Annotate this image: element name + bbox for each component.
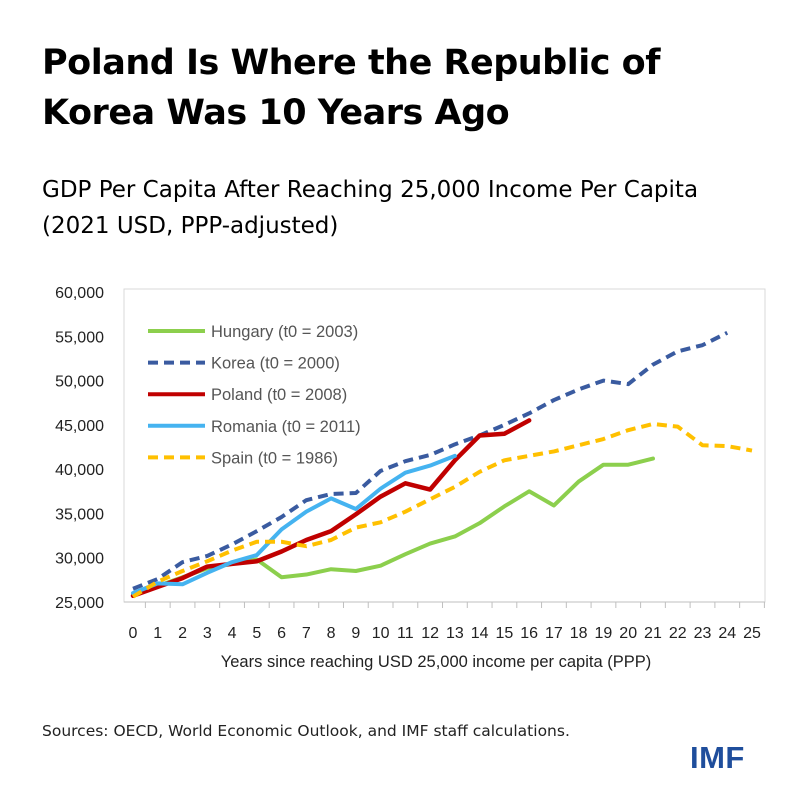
series-line-korea <box>132 330 729 591</box>
chart-subtitle: GDP Per Capita After Reaching 25,000 Inc… <box>42 172 698 244</box>
x-tick-label: 19 <box>595 625 613 642</box>
x-tick-label: 6 <box>277 625 286 642</box>
legend-label: Poland (t0 = 2008) <box>211 386 347 404</box>
title-line: Korea Was 10 Years Ago <box>42 93 510 133</box>
x-tick-label: 21 <box>644 625 662 642</box>
x-tick-label: 22 <box>669 625 687 642</box>
y-tick-label: 40,000 <box>55 462 104 479</box>
x-tick-label: 25 <box>743 625 761 642</box>
legend-label: Romania (t0 = 2011) <box>211 418 361 436</box>
y-tick-label: 45,000 <box>55 418 104 435</box>
series-line-romania <box>131 453 457 596</box>
y-tick-label: 50,000 <box>55 374 104 391</box>
x-tick-label: 5 <box>252 625 261 642</box>
y-tick-label: 25,000 <box>55 595 104 612</box>
x-tick-label: 2 <box>178 625 187 642</box>
series-line-spain <box>131 421 753 599</box>
x-tick-label: 17 <box>545 625 563 642</box>
legend-label: Korea (t0 = 2000) <box>211 355 340 373</box>
x-tick-label: 20 <box>619 625 637 642</box>
x-tick-label: 12 <box>421 625 439 642</box>
x-tick-label: 4 <box>228 625 237 642</box>
x-tick-label: 16 <box>520 625 538 642</box>
x-tick-label: 9 <box>351 625 360 642</box>
legend-label: Hungary (t0 = 2003) <box>211 323 358 341</box>
x-tick-label: 15 <box>496 625 514 642</box>
x-tick-label: 0 <box>129 625 138 642</box>
y-tick-label: 35,000 <box>55 506 104 523</box>
subtitle-line: (2021 USD, PPP-adjusted) <box>42 213 339 239</box>
page-title: Poland Is Where the Republic of Korea Wa… <box>42 38 660 138</box>
y-tick-label: 55,000 <box>55 329 104 346</box>
x-tick-label: 1 <box>153 625 162 642</box>
x-tick-label: 18 <box>570 625 588 642</box>
source-note: Sources: OECD, World Economic Outlook, a… <box>42 722 570 740</box>
series-line-poland <box>130 418 532 599</box>
x-tick-label: 11 <box>397 625 414 642</box>
x-tick-label: 10 <box>372 625 390 642</box>
x-tick-label: 7 <box>302 625 311 642</box>
x-tick-label: 8 <box>327 625 336 642</box>
x-tick-label: 13 <box>446 625 464 642</box>
x-axis-label: Years since reaching USD 25,000 income p… <box>221 653 651 671</box>
imf-logo: IMF <box>690 740 745 775</box>
x-tick-label: 24 <box>718 625 736 642</box>
y-tick-label: 60,000 <box>55 285 104 302</box>
legend-label: Spain (t0 = 1986) <box>211 449 338 467</box>
x-tick-label: 3 <box>203 625 212 642</box>
x-tick-label: 23 <box>694 625 712 642</box>
x-tick-label: 14 <box>471 625 489 642</box>
subtitle-line: GDP Per Capita After Reaching 25,000 Inc… <box>42 177 699 203</box>
title-line: Poland Is Where the Republic of <box>42 43 660 83</box>
y-tick-label: 30,000 <box>55 551 104 568</box>
